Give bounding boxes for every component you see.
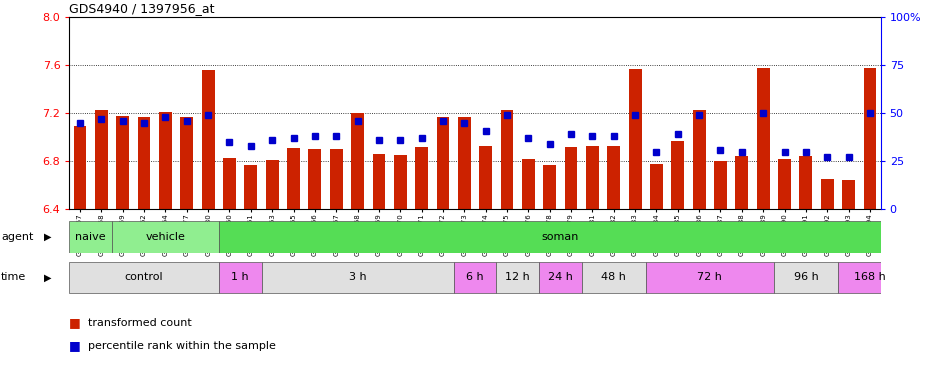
Bar — [112, 222, 219, 253]
Bar — [497, 262, 539, 293]
Bar — [223, 158, 236, 209]
Text: soman: soman — [542, 232, 579, 242]
Bar — [500, 110, 513, 209]
Text: percentile rank within the sample: percentile rank within the sample — [88, 341, 276, 351]
Bar — [539, 262, 582, 293]
Bar — [714, 161, 727, 209]
Text: ▶: ▶ — [44, 232, 52, 242]
Text: 168 h: 168 h — [854, 272, 886, 283]
Bar — [820, 179, 833, 209]
Text: 1 h: 1 h — [231, 272, 249, 283]
Bar — [330, 149, 342, 209]
Text: time: time — [1, 272, 26, 283]
Bar — [219, 262, 262, 293]
Bar — [74, 126, 86, 209]
Bar — [774, 262, 838, 293]
Text: GDS4940 / 1397956_at: GDS4940 / 1397956_at — [69, 2, 215, 15]
Bar — [629, 69, 642, 209]
Text: 12 h: 12 h — [505, 272, 530, 283]
Text: 3 h: 3 h — [349, 272, 366, 283]
Bar — [672, 141, 684, 209]
Bar — [394, 155, 407, 209]
Bar — [543, 165, 556, 209]
Text: 24 h: 24 h — [548, 272, 573, 283]
Bar — [159, 112, 172, 209]
Bar — [95, 110, 108, 209]
Text: agent: agent — [1, 232, 33, 242]
Bar — [842, 180, 855, 209]
Bar — [586, 146, 598, 209]
Text: transformed count: transformed count — [88, 318, 191, 328]
Bar — [778, 159, 791, 209]
Text: ■: ■ — [69, 339, 81, 352]
Bar — [608, 146, 620, 209]
Bar — [180, 117, 193, 209]
Bar — [650, 164, 663, 209]
Bar — [838, 262, 902, 293]
Text: naive: naive — [76, 232, 106, 242]
Bar — [693, 110, 706, 209]
Bar — [799, 157, 812, 209]
Bar — [564, 147, 577, 209]
Bar — [458, 117, 471, 209]
Bar — [202, 70, 215, 209]
Bar — [582, 262, 646, 293]
Bar — [287, 148, 300, 209]
Bar — [415, 147, 428, 209]
Bar — [117, 116, 130, 209]
Bar — [479, 146, 492, 209]
Bar — [646, 262, 774, 293]
Text: ▶: ▶ — [44, 272, 52, 283]
Bar — [262, 262, 453, 293]
Text: ■: ■ — [69, 316, 81, 329]
Bar — [373, 154, 386, 209]
Text: vehicle: vehicle — [145, 232, 185, 242]
Text: 96 h: 96 h — [794, 272, 819, 283]
Bar — [69, 222, 112, 253]
Bar — [265, 160, 278, 209]
Bar — [69, 262, 219, 293]
Bar — [244, 165, 257, 209]
Bar — [864, 68, 876, 209]
Text: control: control — [125, 272, 164, 283]
Bar — [138, 117, 151, 209]
Bar — [437, 117, 450, 209]
Bar — [735, 157, 748, 209]
Bar — [757, 68, 770, 209]
Text: 72 h: 72 h — [697, 272, 722, 283]
Bar — [522, 159, 535, 209]
Bar — [352, 113, 364, 209]
Bar — [219, 222, 902, 253]
Text: 48 h: 48 h — [601, 272, 626, 283]
Bar — [453, 262, 497, 293]
Bar — [308, 149, 321, 209]
Text: 6 h: 6 h — [466, 272, 484, 283]
